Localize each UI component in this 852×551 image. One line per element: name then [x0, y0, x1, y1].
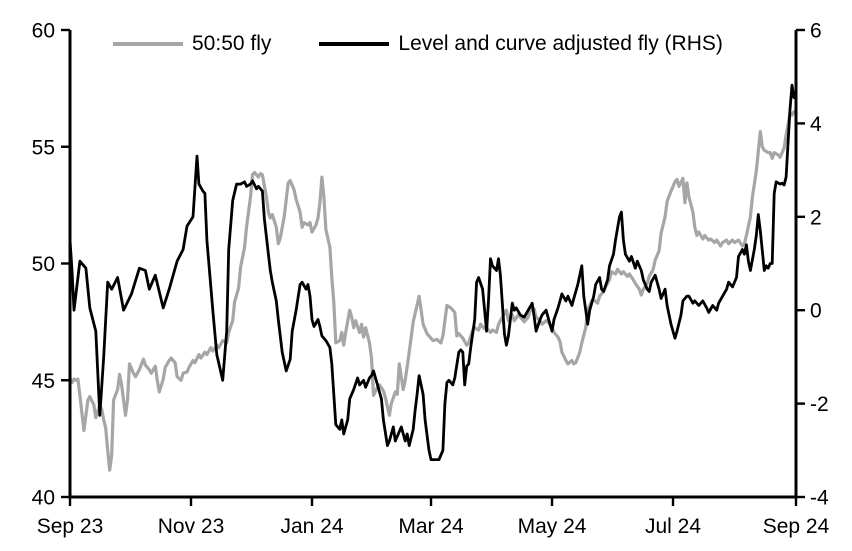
x-axis-tick-label: Sep 24: [763, 515, 830, 538]
left-axis-tick-label: 50: [32, 253, 55, 276]
right-axis-tick-label: 0: [810, 300, 822, 323]
left-axis-tick-label: 55: [32, 136, 55, 159]
right-axis-tick-label: 6: [810, 20, 822, 43]
legend-label-5050-fly: 50:50 fly: [192, 32, 272, 55]
series-line-5050-fly: [68, 110, 796, 472]
left-axis-tick-label: 40: [32, 487, 55, 510]
right-axis-tick-label: 4: [810, 113, 822, 136]
x-axis-tick-label: Nov 23: [158, 515, 225, 538]
black-line-swatch: [319, 42, 390, 46]
x-axis-tick-label: Sep 23: [37, 515, 104, 538]
x-axis-tick-label: Jan 24: [280, 515, 343, 538]
x-axis-tick-label: Mar 24: [398, 515, 464, 538]
left-axis-tick-label: 45: [32, 370, 55, 393]
chart-legend: 50:50 fly Level and curve adjusted fly (…: [113, 32, 723, 56]
x-axis-tick-label: Jul 24: [645, 515, 701, 538]
gray-line-swatch: [113, 42, 183, 46]
right-axis-tick-label: 2: [810, 206, 822, 229]
left-axis-tick-label: 60: [32, 20, 55, 43]
right-axis-tick-label: -4: [810, 487, 829, 510]
legend-item-adjusted-fly: Level and curve adjusted fly (RHS): [319, 32, 723, 56]
legend-label-adjusted-fly: Level and curve adjusted fly (RHS): [398, 32, 723, 55]
legend-item-5050-fly: 50:50 fly: [113, 32, 271, 56]
series-line-adjusted-fly: [68, 83, 796, 462]
right-axis-tick-label: -2: [810, 393, 829, 416]
x-axis-tick-label: May 24: [518, 515, 587, 538]
